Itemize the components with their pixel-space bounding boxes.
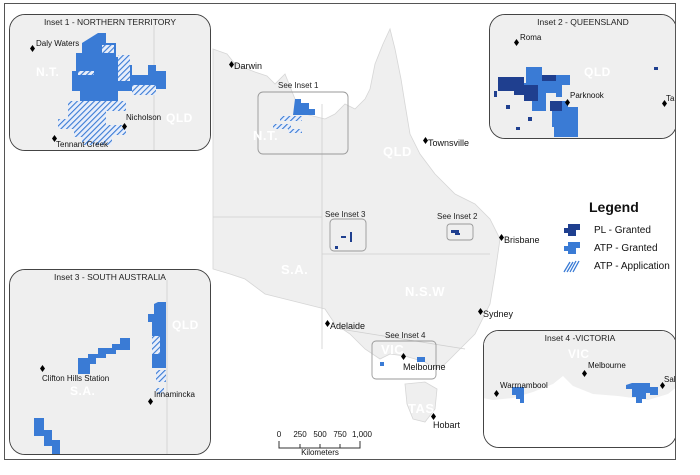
see-inset-3-label: See Inset 3 [325, 210, 366, 219]
city-label-brisbane: Brisbane [504, 235, 540, 245]
place-label-melbourne: Melbourne [588, 361, 626, 370]
city-label-hobart: Hobart [433, 420, 461, 430]
inset-4-title: Inset 4 -VICTORIA [544, 333, 616, 343]
australia-map [212, 27, 501, 423]
legend-item-pl-granted: PL - Granted [562, 221, 675, 239]
inset-2-state-qld: QLD [584, 65, 611, 79]
place-label-clifton-hills-station: Clifton Hills Station [42, 374, 110, 383]
legend-item-atp-application: ATP - Application [562, 257, 675, 275]
inset-3-state-qld: QLD [172, 318, 199, 332]
place-marker-icon [514, 39, 519, 46]
place-label-innamincka: Innamincka [154, 390, 195, 399]
inset-4-state-vic: VIC [568, 347, 590, 361]
scale-tick-250: 250 [293, 430, 307, 439]
city-marker-icon [423, 137, 428, 144]
legend: Legend PL - Granted ATP - Granted ATP - … [562, 199, 675, 275]
inset-3-title: Inset 3 - SOUTH AUSTRALIA [54, 272, 166, 282]
australia-landmass [212, 27, 501, 370]
scale-tick-750: 750 [333, 430, 347, 439]
atp-granted-swatch-icon [564, 242, 580, 254]
place-marker-icon [30, 45, 35, 52]
state-label-vic: VIC [381, 342, 405, 357]
place-label-parknook: Parknook [570, 91, 604, 100]
inset-northern-territory: Inset 1 - NORTHERN TERRITORY N.T. QLD Da… [9, 14, 211, 151]
place-marker-icon [494, 390, 499, 397]
scale-tick-1000: 1,000 [351, 430, 373, 439]
state-label-nt: N.T. [253, 128, 279, 143]
city-marker-icon [229, 61, 234, 68]
place-marker-icon [122, 123, 127, 130]
scale-bar: 0 250 500 750 1,000 Kilometers [276, 430, 387, 459]
city-label-adelaide: Adelaide [330, 321, 366, 331]
scale-tick-0: 0 [276, 430, 282, 439]
state-label-sa: S.A. [281, 262, 309, 277]
legend-item-atp-granted: ATP - Granted [562, 239, 675, 257]
city-label-sydney: Sydney [483, 309, 514, 319]
atp-application-swatch-icon [563, 260, 580, 273]
scale-tick-500: 500 [313, 430, 327, 439]
place-marker-icon [40, 365, 45, 372]
city-marker-icon [478, 308, 483, 315]
city-label-darwin: Darwin [234, 61, 263, 71]
place-label-tennant-creek: Tennant Creek [56, 140, 109, 149]
place-label-roma: Roma [520, 33, 542, 42]
pl-granted-swatch-icon [564, 224, 580, 236]
place-marker-icon [148, 398, 153, 405]
inset-victoria: Inset 4 -VICTORIA VIC Melbourne Warrnamb… [483, 330, 676, 448]
city-label-townsville: Townsville [428, 138, 470, 148]
place-marker-icon [582, 370, 587, 377]
place-label-nicholson: Nicholson [126, 113, 162, 122]
place-marker-icon [660, 382, 665, 389]
place-label-sale: Sale [664, 375, 676, 384]
scale-unit: Kilometers [301, 448, 339, 457]
city-marker-icon [431, 413, 436, 420]
state-label-tas: TAS [408, 401, 435, 416]
place-marker-icon [52, 135, 57, 142]
place-label-daly-waters: Daly Waters [36, 39, 80, 48]
state-label-nsw: N.S.W [405, 284, 446, 299]
inset-3-state-sa: S.A. [70, 384, 96, 398]
see-inset-1-label: See Inset 1 [278, 81, 319, 90]
city-marker-icon [325, 320, 330, 327]
inset-south-australia: Inset 3 - SOUTH AUSTRALIA QLD S.A. Clift… [9, 269, 211, 455]
city-marker-icon [499, 234, 504, 241]
legend-title: Legend [589, 199, 639, 215]
inset-1-state-qld: QLD [166, 111, 193, 125]
place-label-tara: Tara [666, 94, 675, 103]
inset-1-state-nt: N.T. [36, 65, 60, 79]
see-inset-2-label: See Inset 2 [437, 212, 478, 221]
inset-2-title: Inset 2 - QUEENSLAND [537, 17, 629, 27]
scale-bar-line [278, 441, 361, 449]
map-frame: N.T. QLD S.A. N.S.W VIC TAS Darwin Towns… [4, 3, 676, 460]
state-label-qld: QLD [383, 144, 412, 159]
city-marker-icon [401, 353, 406, 360]
city-label-melbourne: Melbourne [403, 362, 446, 372]
tasmania [404, 381, 438, 423]
inset-queensland: Inset 2 - QUEENSLAND QLD Roma Parknook T… [489, 14, 675, 139]
place-marker-icon [662, 100, 667, 107]
place-label-warrnambool: Warrnambool [500, 381, 548, 390]
place-marker-icon [565, 99, 570, 106]
see-inset-4-label: See Inset 4 [385, 331, 426, 340]
inset-1-title: Inset 1 - NORTHERN TERRITORY [43, 17, 177, 27]
